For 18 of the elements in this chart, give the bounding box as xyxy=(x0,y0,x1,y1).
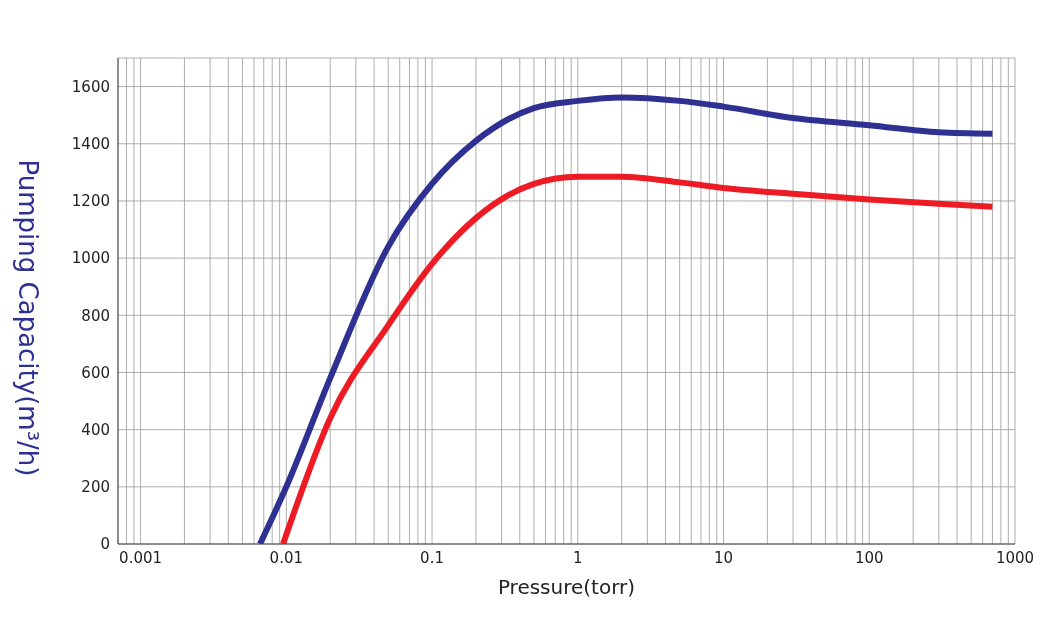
y-tick-label: 600 xyxy=(81,363,110,382)
y-tick-label: 0 xyxy=(100,535,110,554)
y-tick-label: 1600 xyxy=(71,77,110,96)
x-tick-label: 1000 xyxy=(995,548,1035,567)
y-tick-label: 1200 xyxy=(71,192,110,211)
x-tick-label: 0.1 xyxy=(420,548,444,567)
x-tick-label: 0.001 xyxy=(119,548,163,567)
y-tick-label: 800 xyxy=(81,306,110,325)
x-tick-label: 1 xyxy=(573,548,583,567)
x-tick-label: 0.01 xyxy=(269,548,304,567)
x-axis-title: Pressure(torr) xyxy=(497,575,636,599)
y-tick-label: 1400 xyxy=(71,135,110,154)
y-tick-label: 200 xyxy=(81,478,110,497)
y-tick-label: 1000 xyxy=(71,249,110,268)
x-tick-label: 10 xyxy=(713,548,734,567)
y-axis-title: Pumping Capacity(m³/h) xyxy=(13,159,43,477)
x-tick-label: 100 xyxy=(854,548,884,567)
y-tick-label: 400 xyxy=(81,420,110,439)
